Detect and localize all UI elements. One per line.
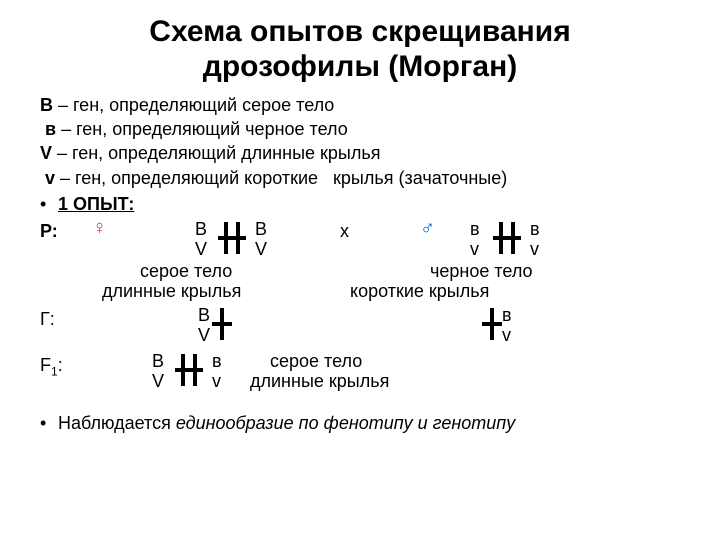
pm-top-left: в: [470, 220, 480, 238]
pheno-m-line2: короткие крылья: [350, 282, 489, 300]
gm-top: в: [502, 306, 512, 324]
legend-V-bold: V: [40, 143, 52, 163]
gm-bot: v: [502, 326, 511, 344]
cross-diagram: Р: ♀ В В V V х ♂ в в v v серое тело длин…: [40, 218, 680, 498]
f1-top-right: в: [212, 352, 222, 370]
conclusion-prefix: Наблюдается: [58, 413, 176, 433]
pm-top-right: в: [530, 220, 540, 238]
conclusion-italic: единообразие по фенотипу и генотипу: [176, 413, 515, 433]
gf-bot: V: [198, 326, 210, 344]
male-symbol-icon: ♂: [420, 218, 435, 238]
legend-v-text: – ген, определяющий короткие крылья (зач…: [55, 168, 507, 188]
pm-bot-left: v: [470, 240, 479, 258]
pheno-f-line2: длинные крылья: [102, 282, 241, 300]
legend-B-text: – ген, определяющий серое тело: [53, 95, 334, 115]
F1-prefix: F: [40, 355, 51, 375]
legend-B-bold: В: [40, 95, 53, 115]
F1-sub: 1: [51, 365, 58, 379]
f1-bot-right: v: [212, 372, 221, 390]
title-line-2: дрозофилы (Морган): [203, 50, 517, 83]
pheno-m-line1: черное тело: [430, 262, 533, 280]
pheno-f-line1: серое тело: [140, 262, 232, 280]
f1-bot-left: V: [152, 372, 164, 390]
slide-title: Схема опытов скрещивания дрозофилы (Морг…: [40, 14, 680, 85]
legend-V-text: – ген, определяющий длинные крылья: [52, 143, 380, 163]
pf-top-right: В: [255, 220, 267, 238]
pm-bot-right: v: [530, 240, 539, 258]
experiment-label: 1 ОПЫТ:: [58, 194, 134, 214]
F1-suffix: :: [58, 355, 63, 375]
chromosome-pair-icon: [169, 350, 209, 390]
f1-pheno-line2: длинные крылья: [250, 372, 389, 390]
chromosome-single-icon: [212, 304, 232, 344]
P-label: Р:: [40, 222, 58, 240]
f1-pheno-line1: серое тело: [270, 352, 362, 370]
title-line-1: Схема опытов скрещивания: [149, 15, 570, 48]
pf-top-left: В: [195, 220, 207, 238]
chromosome-pair-icon: [212, 218, 252, 258]
pf-bot-left: V: [195, 240, 207, 258]
G-label: Г:: [40, 310, 55, 328]
legend-b-text: – ген, определяющий черное тело: [56, 119, 348, 139]
female-symbol-icon: ♀: [92, 218, 107, 238]
f1-top-left: В: [152, 352, 164, 370]
chromosome-single-icon: [482, 304, 502, 344]
conclusion-row: •Наблюдается единообразие по фенотипу и …: [40, 414, 515, 432]
gene-legend: В – ген, определяющий серое тело в – ген…: [40, 93, 680, 190]
legend-v-bold: v: [40, 168, 55, 188]
cross-x: х: [340, 222, 349, 240]
legend-b-bold: в: [40, 119, 56, 139]
F1-label: F1:: [40, 356, 63, 378]
gf-top: В: [198, 306, 210, 324]
pf-bot-right: V: [255, 240, 267, 258]
chromosome-pair-icon: [487, 218, 527, 258]
experiment-header: •1 ОПЫТ:: [40, 192, 680, 216]
